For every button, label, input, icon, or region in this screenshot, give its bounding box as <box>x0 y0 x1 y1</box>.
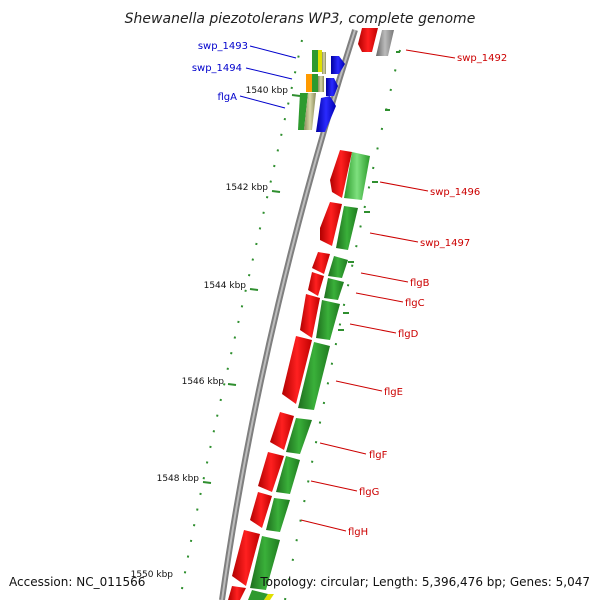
gene-arrow-flgC <box>308 272 324 296</box>
gene-arrow-blue-2 <box>326 78 338 96</box>
gene-arrow-flgE <box>282 336 312 404</box>
gene-label-swp_1494: swp_1494 <box>192 63 242 74</box>
gene-label-flgD: flgD <box>398 329 419 340</box>
gene-label-swp_1493: swp_1493 <box>198 41 248 52</box>
gene-label-flgA: flgA <box>218 92 238 103</box>
topology-text: Topology: circular; Length: 5,396,476 bp… <box>259 575 590 589</box>
ruler-label: 1540 kbp <box>246 86 289 96</box>
gene-arrow-flgH <box>250 492 272 528</box>
gene-arrow-swp_1492 <box>358 28 378 52</box>
gene-arrow-swp_1496 <box>330 150 352 198</box>
gene-arrow-flgA <box>298 93 308 130</box>
reverse-strand-genes <box>298 50 345 132</box>
ruler-ticks <box>202 94 301 484</box>
gene-label-flgB: flgB <box>410 278 430 289</box>
ruler-label: 1544 kbp <box>204 281 247 291</box>
gene-label-swp_1496: swp_1496 <box>430 187 480 198</box>
gene-arrow-flgG <box>258 452 284 492</box>
gene-arrow-swp_1497 <box>320 202 342 246</box>
gene-label-flgH: flgH <box>348 527 368 538</box>
map-title: Shewanella piezotolerans WP3, complete g… <box>125 11 476 27</box>
ruler-labels: 1540 kbp 1542 kbp 1544 kbp 1546 kbp 1548… <box>131 86 289 580</box>
gene-label-flgF: flgF <box>369 450 388 461</box>
label-leaders <box>239 45 456 532</box>
ruler-label: 1550 kbp <box>131 570 174 580</box>
gene-label-flgG: flgG <box>359 487 379 498</box>
gene-arrow-blue-1 <box>331 56 345 74</box>
gene-arrow-flgB <box>312 252 330 274</box>
gene-label-flgE: flgE <box>384 387 403 398</box>
ruler-label: 1546 kbp <box>182 377 225 387</box>
gene-arrow-swp_1494 <box>306 74 312 92</box>
gene-arrow-flgF <box>270 412 294 450</box>
gene-label-swp_1492: swp_1492 <box>457 53 507 64</box>
gene-arrow-swp_1493 <box>312 50 318 72</box>
gene-arrow-next <box>232 530 260 586</box>
accession-text: Accession: NC_011566 <box>9 575 145 589</box>
ruler-label: 1548 kbp <box>157 474 200 484</box>
gene-label-flgC: flgC <box>405 298 425 309</box>
forward-strand-genes <box>228 150 370 600</box>
ruler-arc <box>179 39 303 600</box>
small-features <box>338 51 400 331</box>
ruler-label: 1542 kbp <box>226 183 269 193</box>
gene-label-swp_1497: swp_1497 <box>420 238 470 249</box>
gene-arrow-flgD <box>300 294 320 338</box>
